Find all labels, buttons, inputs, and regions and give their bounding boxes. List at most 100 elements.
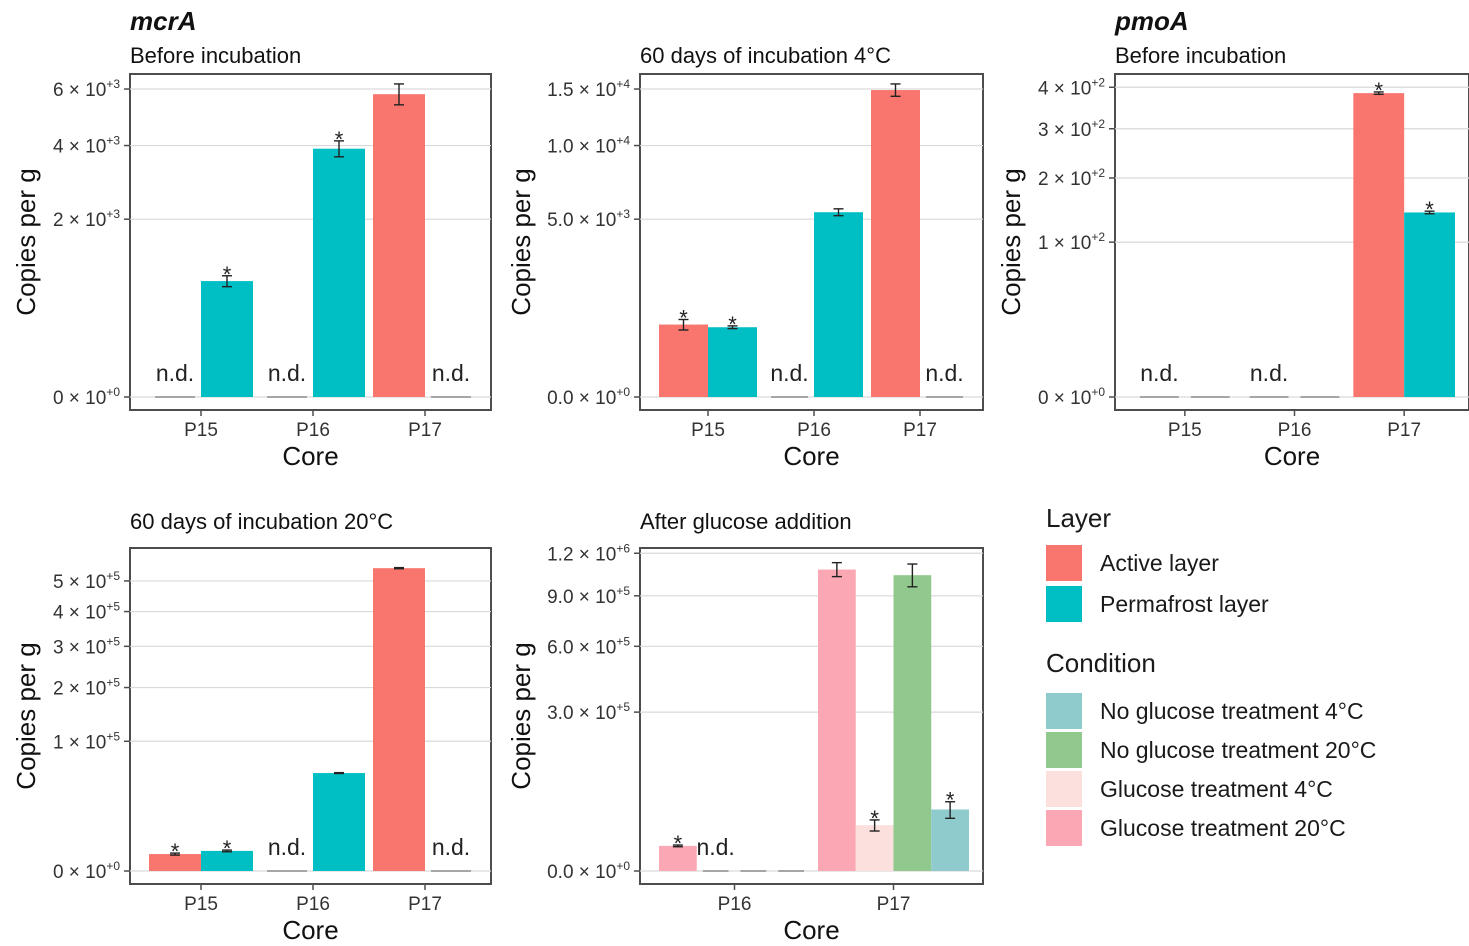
y-axis-label: Copies per g <box>506 642 536 789</box>
y-axis-label: Copies per g <box>11 168 41 315</box>
bar-p16-permafrost-layer <box>313 148 365 397</box>
not-detected-label: n.d. <box>432 360 470 386</box>
panel-glucose: 0.0 × 10+0 3.0 × 10+5 6.0 × 10+5 9.0 × 10+5… <box>495 470 995 945</box>
chart-svg-4: 0.0 × 10+0 3.0 × 10+5 6.0 × 10+5 9.0 × 10+5… <box>506 509 984 945</box>
significance-star: * <box>728 312 737 337</box>
panel-title: After glucose addition <box>640 509 852 534</box>
chart-svg-1: 0.0 × 10+0 5.0 × 10+3 1.0 × 10+4 1.5 × 10+4… <box>506 43 984 471</box>
bar-p17-active-layer <box>373 94 425 398</box>
legend: Layer Active layer Permafrost layer Cond… <box>1030 495 1460 855</box>
legend-layer-title: Layer <box>1046 503 1112 533</box>
y-tick-label: 4 × 10+2 <box>1038 75 1105 99</box>
y-tick-label: 1.5 × 10+4 <box>547 77 630 101</box>
panel-mcra-4c: 0.0 × 10+0 5.0 × 10+3 1.0 × 10+4 1.5 × 10+4… <box>495 0 995 471</box>
not-detected-label: n.d. <box>1140 360 1178 386</box>
legend-item-active-layer: Active layer <box>1046 545 1219 581</box>
bar-p17-permafrost-layer <box>1404 212 1455 397</box>
chart-svg-2: 0 × 10+0 1 × 10+2 2 × 10+2 3 × 10+2 4 × 10+2… <box>996 6 1469 471</box>
legend-label-permafrost-layer: Permafrost layer <box>1100 590 1269 617</box>
x-tick-label-p16: P16 <box>718 894 752 915</box>
error-bar <box>222 275 232 288</box>
y-tick-label: 0 × 10+0 <box>1038 385 1105 409</box>
x-axis-label: Core <box>282 915 338 941</box>
x-tick-label-p16: P16 <box>296 894 330 915</box>
error-bar <box>833 208 844 217</box>
significance-star: * <box>1374 78 1383 103</box>
significance-star: * <box>674 831 683 856</box>
legend-label-glucose-20c: Glucose treatment 20°C <box>1100 814 1346 841</box>
x-tick-label-p17: P17 <box>408 420 442 441</box>
panel-title: 60 days of incubation 4°C <box>640 43 891 68</box>
y-tick-label: 0 × 10+0 <box>53 385 120 409</box>
error-bar <box>394 83 404 106</box>
x-tick-label-p16: P16 <box>797 420 831 441</box>
bar-p16-permafrost-layer <box>814 212 863 397</box>
y-tick-label: 3.0 × 10+5 <box>547 700 630 724</box>
plot-frame <box>129 73 492 411</box>
error-bar <box>334 140 344 158</box>
y-tick-label: 0.0 × 10+0 <box>547 385 630 409</box>
not-detected-label: n.d. <box>268 834 306 860</box>
x-axis-label: Core <box>1264 441 1320 470</box>
x-tick-label-p15: P15 <box>691 420 725 441</box>
error-bar <box>1373 91 1384 96</box>
error-bar <box>678 318 689 331</box>
not-detected-label: n.d. <box>770 360 808 386</box>
y-axis-label: Copies per g <box>996 168 1026 315</box>
plot-frame <box>129 547 492 885</box>
panel-title: Before incubation <box>130 43 301 68</box>
y-tick-label: 0.0 × 10+0 <box>547 859 630 883</box>
significance-star: * <box>223 836 232 861</box>
not-detected-label: n.d. <box>696 834 734 860</box>
bar-p15-active-layer <box>149 854 201 871</box>
panel-title: Before incubation <box>1115 43 1286 68</box>
y-tick-label: 0 × 10+0 <box>53 859 120 883</box>
error-bar <box>170 852 180 856</box>
not-detected-label: n.d. <box>1250 360 1288 386</box>
error-bar <box>727 325 738 330</box>
bar-p16-permafrost-layer <box>313 773 365 871</box>
significance-star: * <box>335 127 344 152</box>
bar-p15-active-layer <box>659 324 708 397</box>
legend-key-no-glucose-20c <box>1046 732 1082 768</box>
error-bar <box>394 566 404 570</box>
error-bar <box>869 819 880 832</box>
legend-item-glucose-20c: Glucose treatment 20°C <box>1046 810 1346 846</box>
legend-key-active-layer <box>1046 545 1082 581</box>
error-bar <box>890 83 901 98</box>
significance-star: * <box>223 262 232 287</box>
y-tick-label: 6.0 × 10+5 <box>547 634 630 658</box>
x-axis-label: Core <box>783 915 839 941</box>
bar-p17-active-layer <box>871 90 920 397</box>
y-tick-label: 4 × 10+5 <box>53 600 120 624</box>
bar-p15-permafrost-layer <box>201 850 253 871</box>
x-axis-label: Core <box>783 441 839 470</box>
y-tick-label: 3 × 10+5 <box>53 634 120 658</box>
panel-pmoa-before: 0 × 10+0 1 × 10+2 2 × 10+2 3 × 10+2 4 × 10+2… <box>985 0 1469 471</box>
y-tick-label: 1.2 × 10+6 <box>547 541 630 565</box>
y-tick-label: 6 × 10+3 <box>53 77 120 101</box>
y-tick-label: 2 × 10+2 <box>1038 166 1105 190</box>
legend-label-glucose-4c: Glucose treatment 4°C <box>1100 775 1333 802</box>
chart-svg-0: 0 × 10+0 2 × 10+3 4 × 10+3 6 × 10+3 P15 P16 P1… <box>11 6 492 471</box>
not-detected-label: n.d. <box>156 360 194 386</box>
y-tick-label: 5 × 10+5 <box>53 569 120 593</box>
y-tick-label: 1 × 10+5 <box>53 729 120 753</box>
legend-item-no-glucose-20c: No glucose treatment 20°C <box>1046 732 1376 768</box>
not-detected-label: n.d. <box>925 360 963 386</box>
x-tick-label-p15: P15 <box>184 894 218 915</box>
y-axis-label: Copies per g <box>11 642 41 789</box>
x-tick-label-p17: P17 <box>903 420 937 441</box>
bar-p17-glucose-treatment-4-c <box>855 825 894 871</box>
significance-star: * <box>946 788 955 813</box>
panel-title: 60 days of incubation 20°C <box>130 509 393 534</box>
legend-item-glucose-4c: Glucose treatment 4°C <box>1046 771 1333 807</box>
legend-condition-title: Condition <box>1046 648 1156 678</box>
x-tick-label-p15: P15 <box>1168 420 1202 441</box>
legend-key-permafrost-layer <box>1046 586 1082 622</box>
significance-star: * <box>870 806 879 831</box>
error-bar <box>1424 210 1435 215</box>
gene-title: mcrA <box>130 6 196 36</box>
significance-star: * <box>679 305 688 330</box>
error-bar <box>945 801 956 820</box>
